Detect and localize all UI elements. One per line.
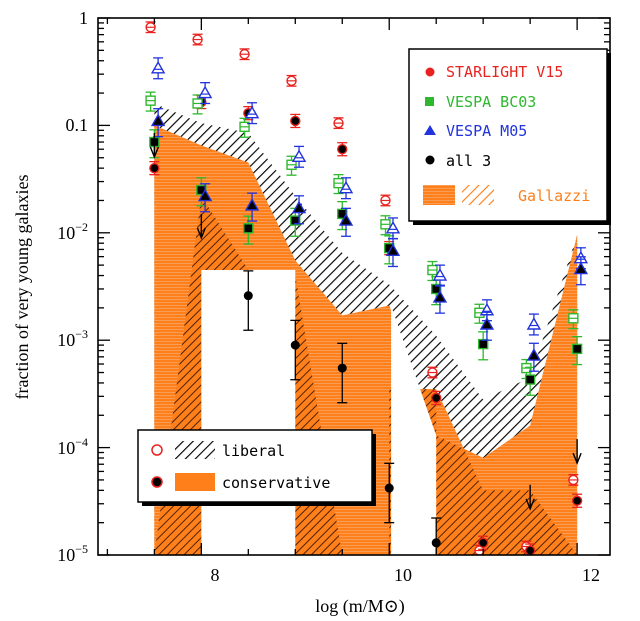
all3-point [290,340,300,350]
vespa-m05-conservative-point [291,200,307,214]
vespa-bc03-conservative-point [571,343,583,355]
starlight-conservative-point [477,537,489,548]
vespa-m05-liberal-point [244,105,260,119]
all3-upper-limit-head [196,227,206,240]
all3-upper-limit-head [525,498,535,511]
x-axis-title: log (m/M⊙) [315,596,405,617]
vespa-m05-liberal-point [150,60,166,74]
vespa-bc03-conservative-point [524,374,536,385]
tick-label-y-1: 1 [79,8,88,28]
tick-label-y-0.1: 0.1 [66,115,89,135]
legend-all3-label: all 3 [446,152,491,170]
vespa-m05-liberal-point [526,317,542,330]
vespa-bc03-conservative-point [337,208,348,220]
starlight-conservative-point [290,115,301,127]
legend-liberal-marker [151,444,163,456]
vespa-m05-liberal-point [197,85,213,99]
vespa-m05-conservative-point [479,317,495,330]
vespa-m05-liberal-point [432,268,448,281]
legend-all3-marker [425,155,435,165]
all3-upper-limit-head [479,569,487,579]
all3-point [431,538,441,548]
all3-point [243,291,253,301]
tick-label-y-1e-5: 10−5 [57,542,88,565]
legend-gallazzi-hatch-swatch [462,185,494,205]
legend-vespa-bc03-marker [425,97,434,106]
vespa-m05-liberal-point [385,220,401,234]
all3-upper-limit-head [572,452,582,465]
conservative-band-solid [154,125,578,555]
legend-vespa-m05-label: VESPA M05 [446,122,527,140]
starlight-conservative-point [431,392,442,404]
legend-liberal-swatch [175,441,215,459]
vespa-m05-conservative-point [526,348,542,361]
tick-label-y-1e-2: 10−2 [57,220,88,243]
tick-label-x-12: 12 [582,565,600,585]
legend-bottom: liberal conservative [137,429,376,506]
legend-vespa-m05-marker [424,125,436,135]
starlight-conservative-point [571,495,583,506]
points-layer [145,21,589,579]
tick-label-y-1e-3: 10−3 [57,327,88,350]
vespa-m05-conservative-point [385,243,401,256]
tick-label-y-1e-4: 10−4 [57,435,88,458]
starlight-conservative-point [337,144,348,155]
y-axis-title: fraction of very young galaxies [12,175,32,400]
vespa-m05-liberal-point [338,180,354,194]
legend-conservative-marker [151,476,163,488]
vespa-bc03-conservative-point [290,215,301,226]
legend-top: STARLIGHT V15 VESPA BC03 VESPA M05 all 3… [408,48,611,225]
vespa-m05-conservative-point [432,290,448,303]
legend-gallazzi-label: Gallazzi [518,187,590,205]
vespa-m05-conservative-point [338,213,354,226]
plot-frame [97,17,611,556]
all3-upper-limit-head [149,146,160,159]
tick-label-x-8: 8 [211,565,220,585]
vespa-m05-liberal-point [291,149,307,163]
vespa-m05-conservative-point [197,188,213,202]
vespa-m05-conservative-point [244,197,260,211]
tick-label-x-10: 10 [394,565,412,585]
legend-liberal-label: liberal [222,442,285,460]
all3-point [337,363,347,373]
vespa-bc03-conservative-point [477,338,489,350]
vespa-m05-conservative-point [150,113,166,127]
legend-starlight-label: STARLIGHT V15 [446,63,563,81]
all3-point [384,483,394,493]
legend-conservative-label: conservative [222,474,330,492]
conservative-white-window-2 [391,305,437,555]
vespa-bc03-conservative-point [243,223,254,234]
vespa-bc03-conservative-point [431,283,442,295]
legend-conservative-swatch [175,473,215,491]
vespa-m05-conservative-point [573,261,589,275]
starlight-conservative-point [149,162,160,174]
legend-starlight-marker [425,67,435,77]
legend-gallazzi-solid-swatch [423,185,455,205]
legend-vespa-bc03-label: VESPA BC03 [446,93,536,111]
